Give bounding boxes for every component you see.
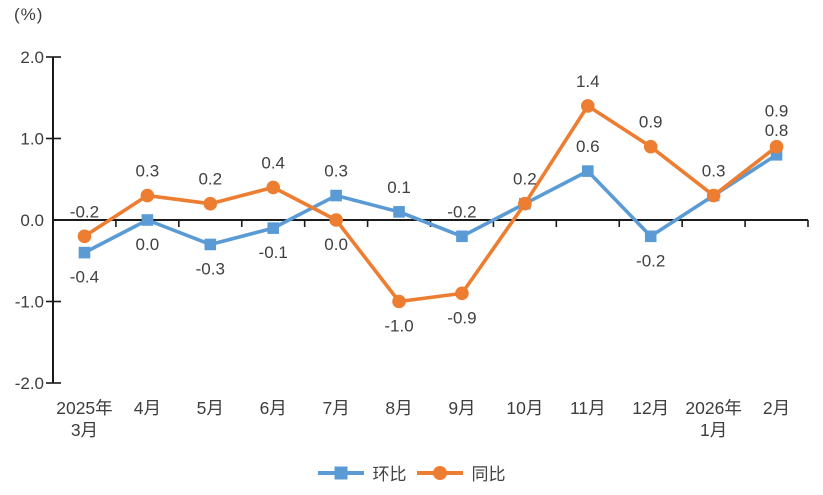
series-line-mom (82, 153, 779, 255)
series-line-yoy (82, 104, 779, 304)
data-point-marker (267, 222, 280, 234)
x-category-label: 11月 (570, 398, 606, 418)
data-point-marker (393, 206, 405, 218)
data-point-label: 0.2 (198, 170, 222, 189)
data-point-label: -0.3 (196, 259, 225, 278)
data-point-label: -0.4 (70, 268, 99, 287)
data-point-label: -0.2 (447, 202, 476, 221)
data-point-label: 0.4 (261, 153, 285, 172)
y-tick-label: 0.0 (20, 211, 44, 230)
y-tick-label: -1.0 (15, 293, 44, 312)
data-point-marker (330, 189, 342, 202)
data-point-label: -0.1 (259, 243, 288, 262)
data-point-marker (643, 139, 658, 154)
data-point-marker (392, 294, 406, 309)
y-tick-label: -2.0 (15, 374, 44, 393)
data-point-marker (140, 188, 155, 203)
legend-line-yoy (416, 465, 463, 480)
data-point-marker (456, 230, 468, 243)
chart-legend: 环比 同比 (0, 460, 823, 485)
data-point-label: -1.0 (384, 317, 413, 336)
legend-label-yoy: 同比 (471, 465, 506, 484)
y-axis-unit-label: (%) (14, 5, 44, 24)
x-category-label: 8月 (385, 398, 412, 418)
data-point-label: 0.8 (765, 121, 789, 140)
data-point-label: 0.2 (513, 170, 537, 189)
data-point-marker (580, 99, 595, 113)
data-point-marker (581, 165, 594, 177)
data-point-label: 0.1 (387, 178, 411, 197)
circle-marker-icon (432, 465, 447, 480)
x-category-label: 2026年 (685, 398, 741, 418)
x-category-label: 6月 (260, 398, 287, 418)
data-point-label: -0.2 (636, 251, 665, 270)
data-point-marker (204, 238, 217, 251)
y-tick-label: 2.0 (20, 48, 44, 67)
data-point-label: 0.9 (765, 102, 789, 121)
x-category-label: 7月 (323, 398, 350, 418)
x-category-label: 10月 (506, 398, 543, 418)
data-point-label: 0.0 (136, 235, 160, 254)
data-point-marker (455, 286, 469, 301)
x-category-label: 3月 (71, 420, 98, 440)
data-point-label: 1.4 (576, 72, 600, 91)
data-point-marker (203, 196, 218, 211)
data-point-label: -0.2 (70, 202, 99, 221)
data-point-marker (770, 149, 783, 161)
data-point-marker (141, 214, 154, 226)
data-point-label: 0.3 (702, 162, 726, 181)
x-category-label: 4月 (134, 398, 161, 418)
x-category-label: 2025年 (56, 398, 112, 418)
data-point-marker (266, 180, 281, 195)
data-point-label: -0.9 (447, 308, 476, 327)
y-tick-label: 1.0 (20, 130, 44, 149)
data-point-label: 0.9 (639, 113, 663, 132)
x-category-label: 2月 (763, 398, 790, 418)
legend-label-mom: 环比 (372, 465, 407, 484)
data-point-marker (329, 213, 343, 227)
data-point-label: 0.3 (324, 162, 348, 181)
data-point-label: 0.6 (576, 137, 600, 156)
data-point-label: 0.3 (136, 162, 160, 181)
data-point-marker (518, 196, 532, 211)
legend-line-mom (317, 466, 364, 479)
data-point-marker (77, 229, 92, 244)
x-category-label: 9月 (448, 398, 475, 418)
data-point-marker (644, 230, 657, 243)
x-category-label: 5月 (197, 398, 224, 418)
x-category-label: 1月 (700, 420, 727, 440)
data-point-marker (706, 188, 721, 203)
data-point-marker (769, 139, 784, 154)
square-marker-icon (334, 466, 347, 479)
legend-item-mom: 环比 (317, 460, 407, 485)
data-point-label: 0.0 (324, 235, 348, 254)
data-point-marker (78, 246, 91, 259)
legend-item-yoy: 同比 (416, 460, 506, 485)
x-category-label: 12月 (632, 398, 669, 418)
